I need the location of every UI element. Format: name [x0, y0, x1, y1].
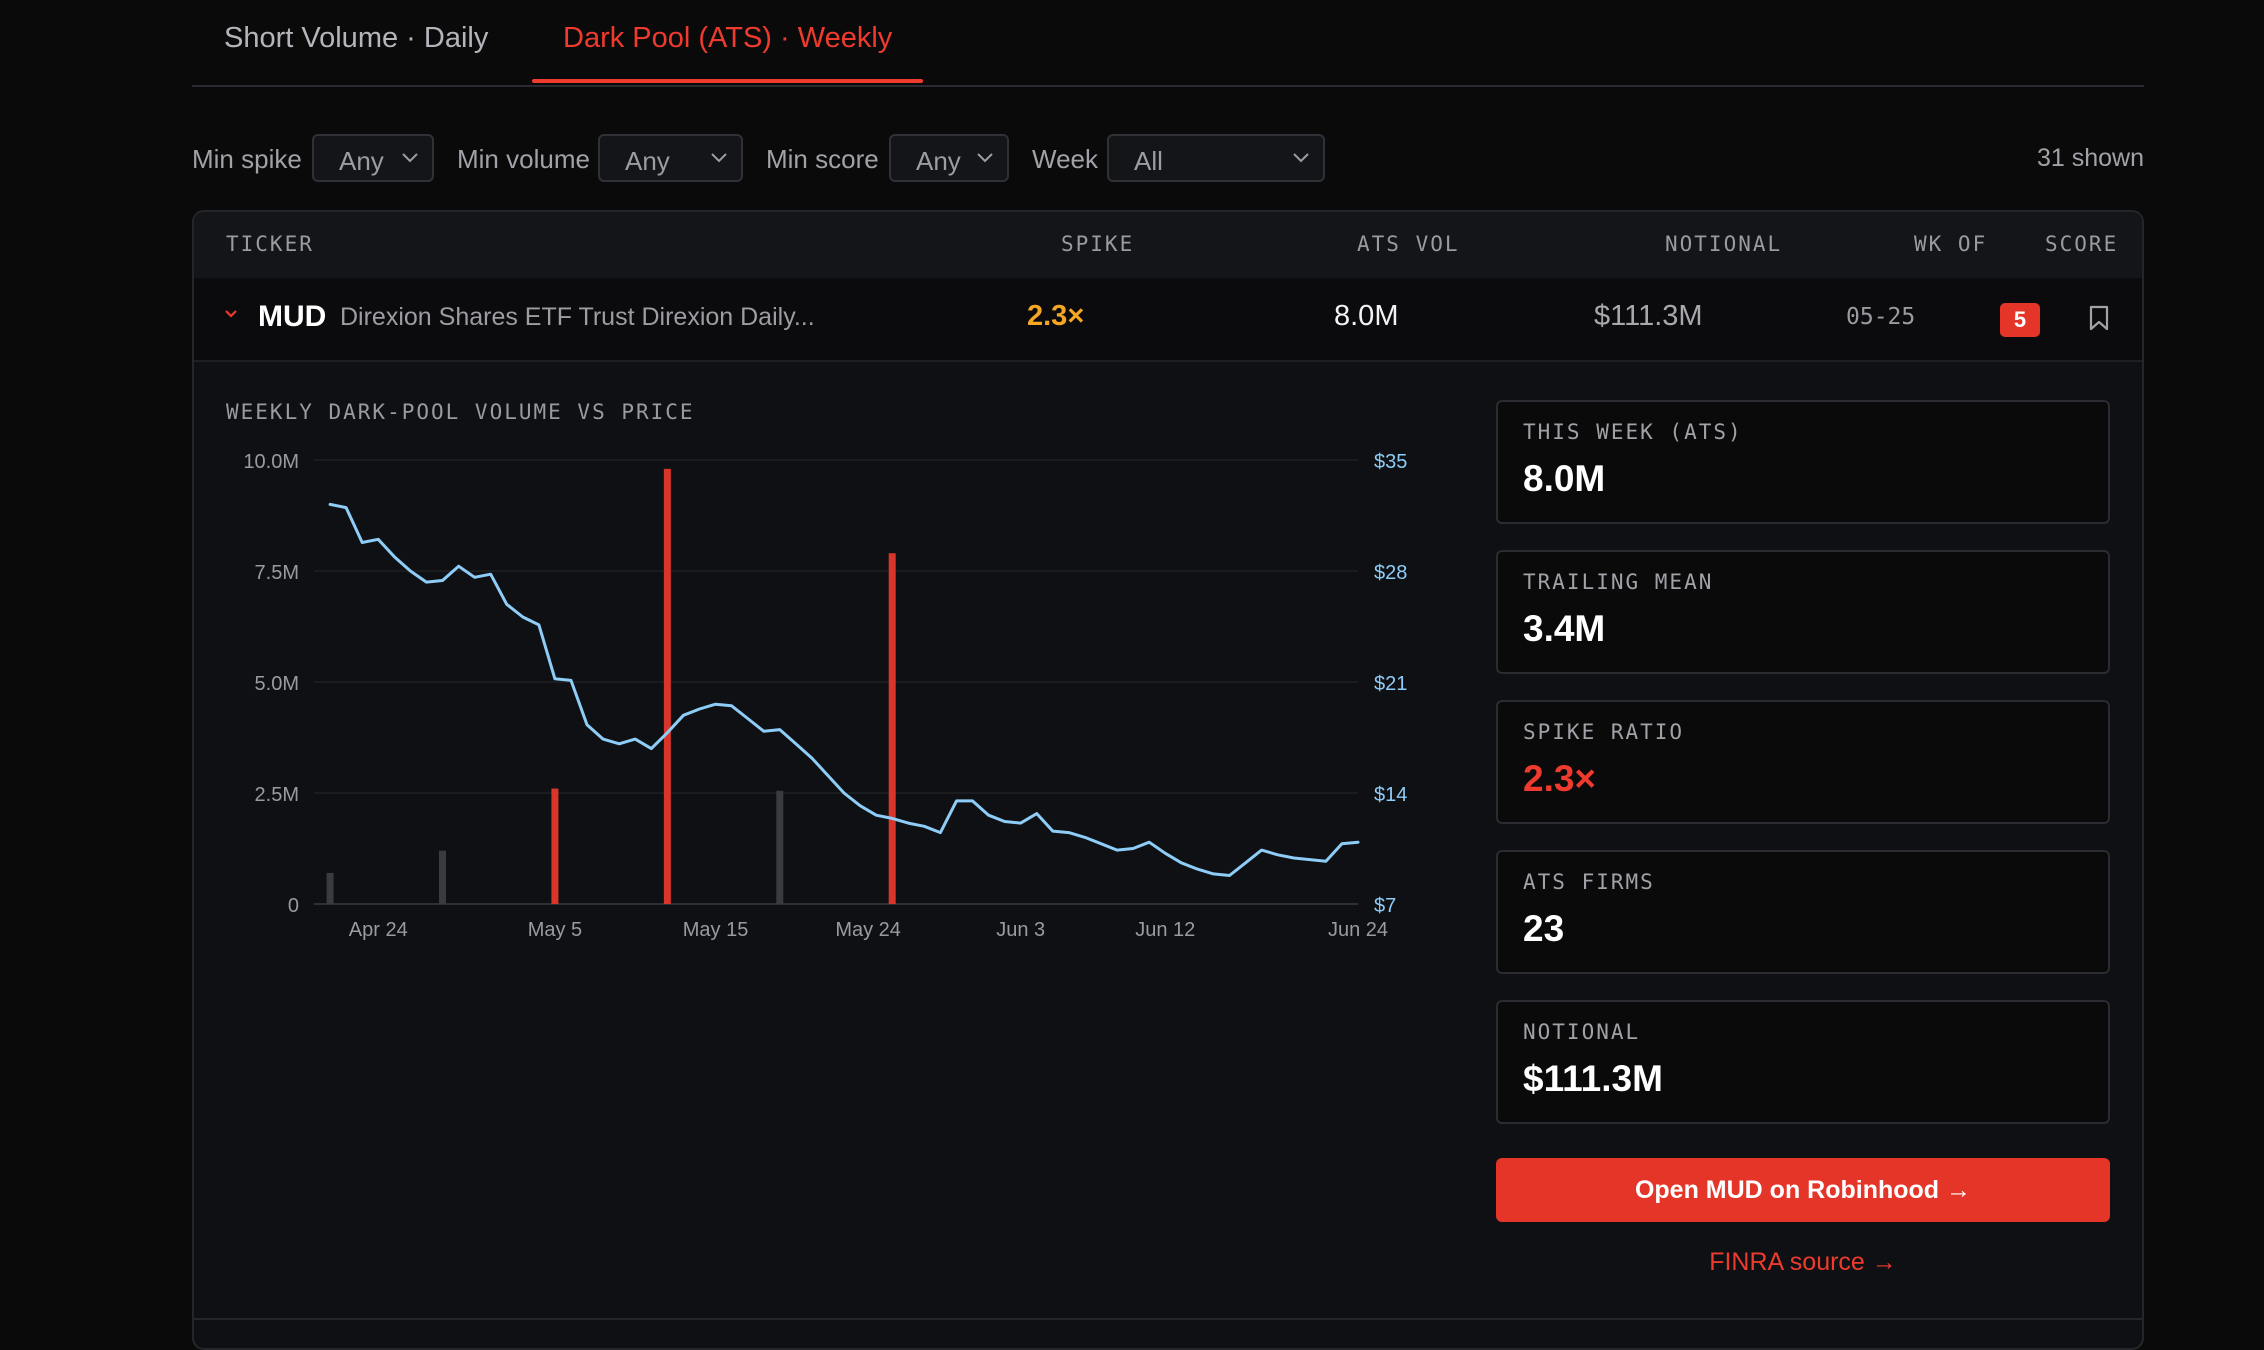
- stat-label: THIS WEEK (ATS): [1523, 420, 1743, 444]
- chevron-down-icon: [402, 153, 418, 163]
- min-score-value: Any: [916, 146, 961, 176]
- x-tick-label: May 5: [528, 919, 582, 941]
- min-spike-label: Min spike: [192, 144, 302, 174]
- min-volume-label: Min volume: [457, 144, 590, 174]
- table-header: TICKER SPIKE ATS VOL NOTIONAL WK OF SCOR…: [194, 212, 2142, 280]
- y-right-tick-label: $21: [1374, 673, 1407, 695]
- filter-bar: Min spike Any Min volume Any Min score A…: [192, 134, 2144, 186]
- y-left-tick-label: 10.0M: [243, 451, 299, 473]
- y-right-tick-label: $14: [1374, 784, 1407, 806]
- min-volume-select[interactable]: Any: [598, 134, 743, 182]
- volume-price-chart: 10.0M 7.5M 5.0M 2.5M 0 $35 $28 $21 $14 $7 Apr 24 Ma…: [243, 451, 1407, 941]
- week-value: All: [1134, 146, 1163, 176]
- stat-label: TRAILING MEAN: [1523, 570, 1714, 594]
- results-table: TICKER SPIKE ATS VOL NOTIONAL WK OF SCOR…: [192, 210, 2144, 1350]
- chevron-down-icon: [977, 153, 993, 163]
- divider: [194, 1318, 2142, 1320]
- tab-short-volume-daily[interactable]: Short Volume · Daily: [224, 22, 489, 54]
- volume-bar: [776, 790, 784, 904]
- y-left-tick-label: 5.0M: [255, 673, 299, 695]
- stat-label: NOTIONAL: [1523, 1020, 1641, 1044]
- min-spike-value: Any: [339, 146, 384, 176]
- stat-value: 2.3×: [1523, 758, 1597, 799]
- ats-volume-value: 8.0M: [1334, 300, 1399, 332]
- y-right-tick-label: $7: [1374, 895, 1396, 917]
- min-spike-select[interactable]: Any: [312, 134, 434, 182]
- tab-dark-pool-weekly[interactable]: Dark Pool (ATS) · Weekly: [563, 22, 893, 54]
- col-score[interactable]: SCORE: [2045, 232, 2119, 256]
- table-row[interactable]: MUD Direxion Shares ETF Trust Direxion D…: [194, 278, 2142, 362]
- stat-card-trailing-mean: TRAILING MEAN 3.4M: [1496, 550, 2110, 674]
- active-tab-indicator: [532, 79, 923, 83]
- spike-volume-bar: [888, 553, 896, 904]
- price-line: [328, 502, 1360, 877]
- open-robinhood-button[interactable]: Open MUD on Robinhood →: [1496, 1158, 2110, 1222]
- chevron-down-icon: [1293, 153, 1309, 163]
- col-spike[interactable]: SPIKE: [1061, 232, 1135, 256]
- spike-volume-bar: [663, 468, 671, 904]
- col-ats-vol[interactable]: ATS VOL: [1357, 232, 1460, 256]
- score-badge: 5: [2000, 303, 2040, 337]
- x-tick-label: Jun 3: [996, 919, 1045, 941]
- spike-volume-bar: [551, 788, 559, 904]
- stat-card-ats-firms: ATS FIRMS 23: [1496, 850, 2110, 974]
- volume-bar: [438, 850, 446, 904]
- spike-value: 2.3×: [1027, 300, 1085, 332]
- col-wk-of[interactable]: WK OF: [1914, 232, 1988, 256]
- chart-title: WEEKLY DARK-POOL VOLUME VS PRICE: [226, 400, 695, 424]
- stat-card-notional: NOTIONAL $111.3M: [1496, 1000, 2110, 1124]
- x-tick-label: Jun 12: [1135, 919, 1195, 941]
- chevron-down-icon[interactable]: [224, 308, 238, 320]
- min-volume-value: Any: [625, 146, 670, 176]
- x-tick-label: May 15: [683, 919, 749, 941]
- y-left-tick-label: 2.5M: [255, 784, 299, 806]
- min-score-select[interactable]: Any: [889, 134, 1009, 182]
- stat-label: SPIKE RATIO: [1523, 720, 1685, 744]
- stat-value: $111.3M: [1523, 1058, 1663, 1099]
- stat-card-this-week: THIS WEEK (ATS) 8.0M: [1496, 400, 2110, 524]
- stat-card-spike-ratio: SPIKE RATIO 2.3×: [1496, 700, 2110, 824]
- stat-value: 23: [1523, 908, 1565, 949]
- x-tick-label: Jun 24: [1328, 919, 1388, 941]
- stat-value: 8.0M: [1523, 458, 1606, 499]
- ticker-name: Direxion Shares ETF Trust Direxion Daily…: [340, 303, 815, 331]
- volume-bar: [326, 872, 334, 904]
- results-count: 31 shown: [2036, 144, 2144, 172]
- y-right-tick-label: $35: [1374, 451, 1407, 473]
- y-right-tick-label: $28: [1374, 562, 1407, 584]
- col-ticker[interactable]: TICKER: [226, 232, 314, 256]
- stat-label: ATS FIRMS: [1523, 870, 1655, 894]
- ticker-symbol: MUD: [258, 300, 327, 333]
- x-tick-label: Apr 24: [349, 919, 408, 941]
- week-of-value: 05-25: [1846, 304, 1916, 330]
- notional-value: $111.3M: [1594, 300, 1703, 332]
- tab-bar: Short Volume · Daily Dark Pool (ATS) · W…: [192, 0, 2144, 87]
- y-left-tick-label: 0: [288, 895, 299, 917]
- col-notional[interactable]: NOTIONAL: [1665, 232, 1783, 256]
- x-tick-label: May 24: [835, 919, 901, 941]
- week-label: Week: [1032, 144, 1098, 174]
- bookmark-icon[interactable]: [2088, 305, 2110, 331]
- week-select[interactable]: All: [1107, 134, 1325, 182]
- min-score-label: Min score: [766, 144, 879, 174]
- finra-source-link[interactable]: FINRA source →: [1709, 1248, 1897, 1276]
- y-left-tick-label: 7.5M: [255, 562, 299, 584]
- chevron-down-icon: [711, 153, 727, 163]
- stat-value: 3.4M: [1523, 608, 1606, 649]
